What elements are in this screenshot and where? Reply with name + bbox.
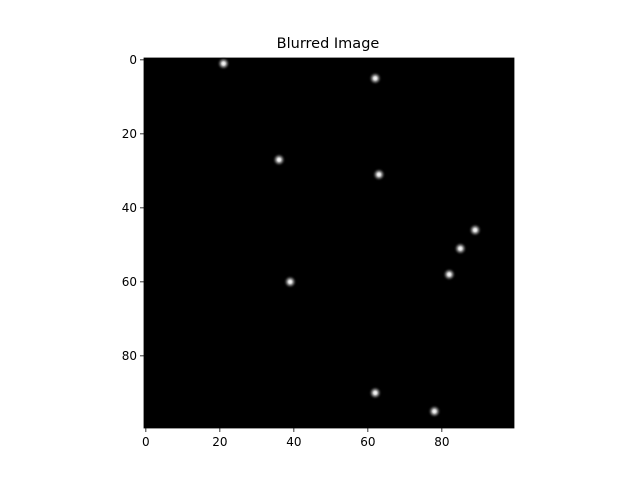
blob-point-2	[272, 152, 287, 167]
x-tick-label: 20	[212, 435, 227, 449]
blob-point-7	[283, 274, 298, 289]
y-tick-label: 0	[129, 53, 137, 67]
y-tick-label: 20	[122, 127, 137, 141]
x-tick-label: 60	[360, 435, 375, 449]
chart-title: Blurred Image	[277, 36, 380, 52]
blob-point-3	[371, 167, 386, 182]
y-tick-label: 40	[122, 201, 137, 215]
blob-point-0	[216, 56, 231, 71]
blob-point-9	[427, 404, 442, 419]
blob-point-1	[368, 71, 383, 86]
blob-point-5	[453, 241, 468, 256]
x-tick-label: 0	[142, 435, 150, 449]
blob-layer	[216, 56, 483, 419]
x-tick-label: 40	[286, 435, 301, 449]
blob-point-6	[442, 267, 457, 282]
y-tick-label: 80	[122, 349, 137, 363]
axes-frame	[143, 57, 515, 429]
blob-point-8	[368, 385, 383, 400]
y-tick-label: 60	[122, 275, 137, 289]
image-area	[144, 58, 514, 428]
x-axis: 0 20 40 60 80	[142, 428, 449, 449]
x-tick-label: 80	[434, 435, 449, 449]
blob-point-4	[468, 223, 483, 238]
y-axis: 0 20 40 60 80	[122, 53, 144, 363]
